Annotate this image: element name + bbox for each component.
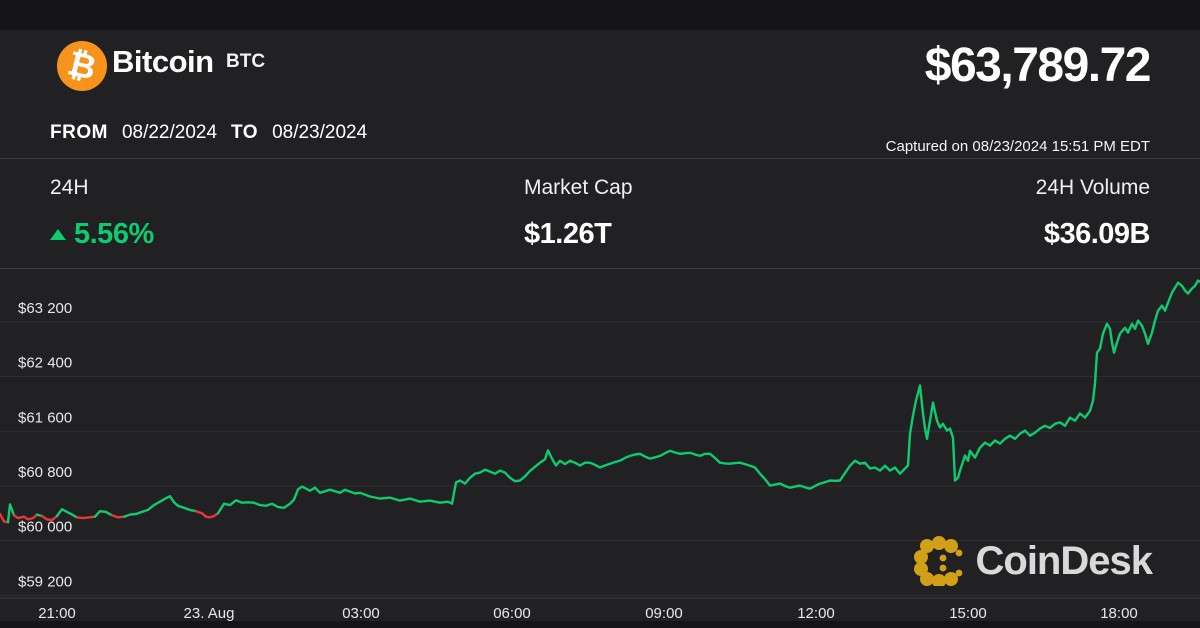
svg-text:23. Aug: 23. Aug	[184, 605, 235, 622]
current-price: $63,789.72	[924, 39, 1152, 92]
svg-text:$59 200: $59 200	[18, 573, 72, 590]
svg-text:$63 200: $63 200	[18, 300, 72, 317]
stat-24h-change: 24H 5.56%	[50, 176, 154, 251]
svg-text:$61 600: $61 600	[18, 409, 72, 426]
svg-text:21:00: 21:00	[38, 605, 76, 622]
change-label: 24H	[50, 176, 89, 199]
stats-divider	[0, 268, 1200, 269]
change-value: 5.56%	[74, 218, 154, 250]
coin-symbol: BTC	[226, 51, 266, 72]
svg-text:$60 000: $60 000	[18, 519, 72, 536]
market-cap-value: $1.26T	[524, 218, 612, 250]
volume-label: 24H Volume	[1035, 176, 1150, 199]
bottom-letterbox-strip	[0, 621, 1200, 628]
from-label: FROM	[50, 122, 108, 143]
svg-text:09:00: 09:00	[645, 605, 683, 622]
bitcoin-glyph: ₿	[63, 44, 101, 88]
svg-text:$62 400: $62 400	[18, 355, 72, 372]
svg-text:18:00: 18:00	[1100, 605, 1138, 622]
bitcoin-logo-icon: ₿	[57, 41, 107, 91]
coindesk-wordmark: CoinDesk	[975, 538, 1153, 583]
svg-text:$60 800: $60 800	[18, 464, 72, 481]
from-date: 08/22/2024	[121, 122, 218, 143]
volume-value: $36.09B	[1043, 218, 1151, 250]
captured-timestamp: Captured on 08/23/2024 15:51 PM EDT	[885, 138, 1150, 155]
header-divider	[0, 158, 1200, 159]
coin-name: Bitcoin	[112, 44, 214, 79]
svg-text:15:00: 15:00	[949, 605, 987, 622]
up-arrow-icon	[50, 229, 66, 240]
svg-text:12:00: 12:00	[797, 605, 835, 622]
stat-market-cap: Market Cap $1.26T	[524, 176, 633, 251]
coindesk-logo: CoinDesk	[913, 536, 1153, 586]
coindesk-logo-icon	[913, 536, 962, 586]
to-date: 08/23/2024	[272, 122, 368, 143]
svg-text:06:00: 06:00	[493, 605, 531, 622]
stat-24h-volume: 24H Volume $36.09B	[1035, 176, 1151, 251]
date-range: FROM 08/22/2024 TO 08/23/2024	[50, 122, 367, 144]
top-letterbox-strip	[0, 0, 1200, 30]
svg-text:03:00: 03:00	[342, 605, 380, 622]
to-label: TO	[231, 122, 259, 143]
market-cap-label: Market Cap	[524, 176, 633, 199]
